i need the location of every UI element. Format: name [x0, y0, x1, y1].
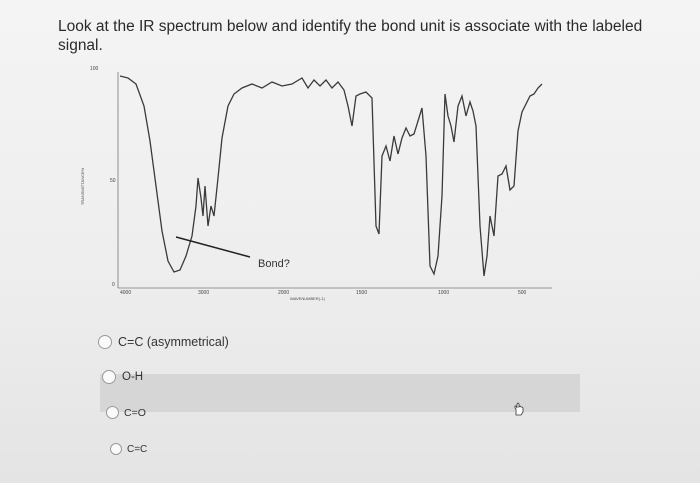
option-o-h[interactable]: O-H — [102, 370, 143, 384]
ir-spectrum-svg — [117, 72, 552, 289]
option-label: C=O — [124, 406, 146, 419]
ir-spectrum-figure: 100 50 0 TRANSMITTANCE% 4000 3000 2000 1… — [80, 66, 560, 306]
hand-cursor-icon — [512, 402, 526, 421]
x-tick-label-2000: 2000 — [278, 290, 290, 296]
option-label: O-H — [122, 371, 144, 383]
y-axis-label: TRANSMITTANCE% — [80, 167, 86, 206]
option-label: C=C (asymmetrical) — [118, 335, 229, 349]
bond-marker-line — [175, 236, 251, 258]
option-radio[interactable] — [98, 335, 112, 349]
x-axis-label: WAVENUMBER(-1) — [290, 296, 325, 301]
x-tick-label-500: 500 — [518, 290, 527, 296]
spectrum-line — [119, 75, 543, 277]
y-bottom-label: 0 — [112, 282, 115, 288]
x-tick-label-1000: 1000 — [438, 290, 450, 296]
x-tick-label-4000: 4000 — [120, 290, 132, 296]
option-c-c[interactable]: C=C — [110, 443, 147, 455]
y-top-label: 100 — [90, 66, 99, 72]
option-c-o[interactable]: C=O — [106, 406, 146, 419]
option-label: C=C — [127, 443, 148, 455]
x-tick-label-3000: 3000 — [198, 290, 210, 296]
y-mid-label: 50 — [110, 178, 116, 184]
option-radio[interactable] — [106, 406, 119, 419]
question-text: Look at the IR spectrum below and identi… — [58, 18, 643, 54]
option-hover-highlight — [100, 374, 580, 412]
option-radio[interactable] — [102, 370, 116, 384]
option-c-c-asymmetrical[interactable]: C=C (asymmetrical) — [98, 335, 229, 349]
bond-annotation: Bond? — [258, 258, 290, 270]
option-radio[interactable] — [110, 443, 122, 455]
x-tick-label-1500: 1500 — [356, 290, 368, 296]
